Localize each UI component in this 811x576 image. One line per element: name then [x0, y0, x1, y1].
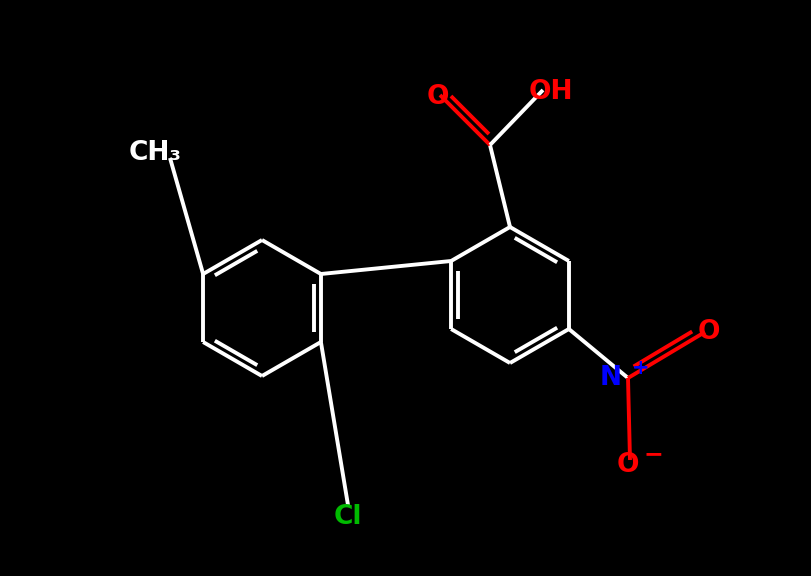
Text: N: N — [599, 365, 621, 391]
Text: Cl: Cl — [333, 504, 362, 530]
Text: O: O — [427, 84, 448, 110]
Text: O: O — [616, 452, 638, 478]
Text: −: − — [643, 442, 663, 466]
Text: OH: OH — [528, 79, 573, 105]
Text: CH₃: CH₃ — [128, 140, 181, 166]
Text: O: O — [697, 319, 719, 345]
Text: +: + — [631, 358, 649, 378]
